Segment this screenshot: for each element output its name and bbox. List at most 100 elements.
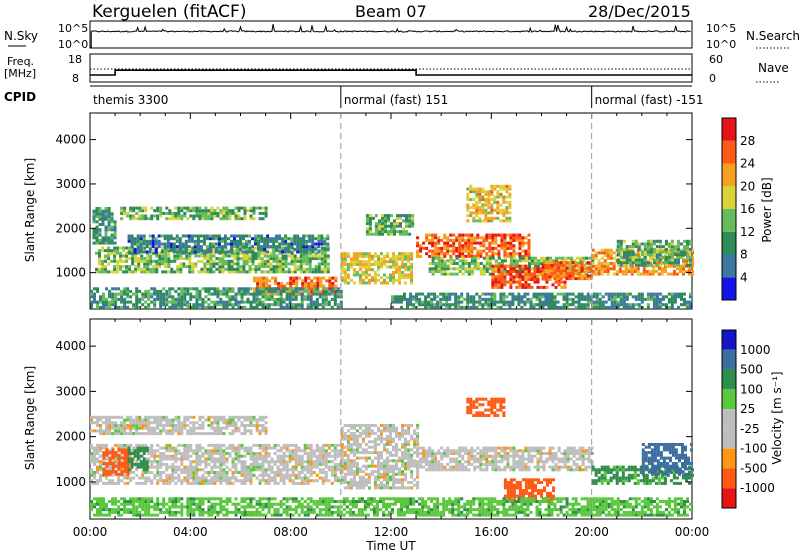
echo-cell <box>225 479 229 483</box>
echo-cell <box>643 263 647 267</box>
colorbar-swatch <box>722 118 736 141</box>
echo-cell <box>264 415 268 419</box>
echo-cell <box>276 449 280 453</box>
nsky-label: N.Sky <box>4 29 38 43</box>
echo-cell <box>306 289 310 293</box>
echo-cell <box>343 270 347 274</box>
colorbar-swatch <box>722 254 736 278</box>
echo-cell <box>526 292 530 296</box>
echo-cell <box>117 476 121 480</box>
echo-cell <box>437 238 441 242</box>
echo-cell <box>159 211 163 215</box>
echo-cell <box>321 303 325 307</box>
echo-cell <box>396 224 399 228</box>
echo-cell <box>153 452 157 455</box>
echo-cell <box>195 421 199 425</box>
echo-cell <box>491 275 495 279</box>
echo-cell <box>90 443 93 447</box>
echo-cell <box>222 211 226 215</box>
echo-cell <box>126 415 130 419</box>
echo-cell <box>649 295 653 299</box>
echo-cell <box>434 241 438 245</box>
echo-cell <box>272 257 276 261</box>
echo-cell <box>245 259 249 263</box>
echo-cell <box>518 241 522 245</box>
echo-cell <box>139 234 143 238</box>
echo-cell <box>251 257 255 261</box>
echo-cell <box>189 429 193 433</box>
echo-cell <box>427 295 431 299</box>
echo-cell <box>223 234 227 238</box>
echo-cell <box>201 297 205 301</box>
echo-cell <box>410 257 414 261</box>
echo-cell <box>622 305 626 309</box>
echo-cell <box>428 241 432 245</box>
echo-cell <box>652 300 656 304</box>
echo-cell <box>220 245 224 249</box>
echo-cell <box>484 211 488 215</box>
echo-cell <box>484 300 488 304</box>
echo-cell <box>571 297 575 301</box>
echo-cell <box>452 259 456 263</box>
echo-cell <box>484 214 488 218</box>
nsky-trace <box>90 24 691 48</box>
echo-cell <box>216 432 220 436</box>
echo-cell <box>92 228 96 232</box>
echo-cell <box>509 285 513 289</box>
echo-cell <box>603 254 607 257</box>
echo-cell <box>541 292 545 296</box>
echo-cell <box>563 285 567 289</box>
echo-cell <box>318 295 322 299</box>
echo-cell <box>188 265 192 269</box>
echo-cell <box>95 212 99 216</box>
echo-cell <box>210 415 214 419</box>
echo-cell <box>618 267 622 271</box>
echo-cell <box>159 415 163 419</box>
echo-cell <box>261 424 265 427</box>
echo-cell <box>222 432 226 436</box>
echo-cell <box>129 217 133 221</box>
echo-cell <box>476 256 480 260</box>
echo-cell <box>509 283 513 287</box>
echo-cell <box>308 247 312 251</box>
echo-cell <box>110 238 114 242</box>
echo-cell <box>403 295 406 299</box>
echo-cell <box>399 216 402 220</box>
echo-cell <box>201 473 205 477</box>
echo-cell <box>374 222 378 226</box>
echo-cell <box>269 257 273 261</box>
echo-cell <box>147 432 151 436</box>
echo-cell <box>158 254 162 258</box>
echo-cell <box>249 476 253 480</box>
echo-cell <box>565 274 569 278</box>
echo-cell <box>123 209 127 213</box>
echo-cell <box>108 465 112 469</box>
echo-cell <box>637 247 641 251</box>
echo-cell <box>285 476 289 480</box>
echo-cell <box>302 270 306 274</box>
echo-cell <box>384 214 387 218</box>
echo-cell <box>398 268 401 272</box>
echo-cell <box>482 249 486 253</box>
echo-cell <box>120 424 124 427</box>
echo-cell <box>673 245 677 249</box>
echo-cell <box>349 262 353 266</box>
echo-cell <box>227 262 231 266</box>
echo-cell <box>633 267 637 271</box>
echo-cell <box>389 278 392 282</box>
echo-cell <box>520 295 524 299</box>
echo-cell <box>562 274 566 278</box>
echo-cell <box>365 230 369 234</box>
echo-cell <box>464 259 468 263</box>
echo-cell <box>222 449 226 453</box>
echo-cell <box>571 261 575 265</box>
echo-cell <box>298 276 302 280</box>
echo-cell <box>452 252 456 256</box>
echo-cell <box>213 473 217 477</box>
echo-cell <box>395 270 398 274</box>
echo-cell <box>135 289 139 293</box>
echo-cell <box>120 429 124 433</box>
echo-cell <box>500 285 504 289</box>
echo-cell <box>144 289 148 293</box>
echo-cell <box>633 270 637 273</box>
